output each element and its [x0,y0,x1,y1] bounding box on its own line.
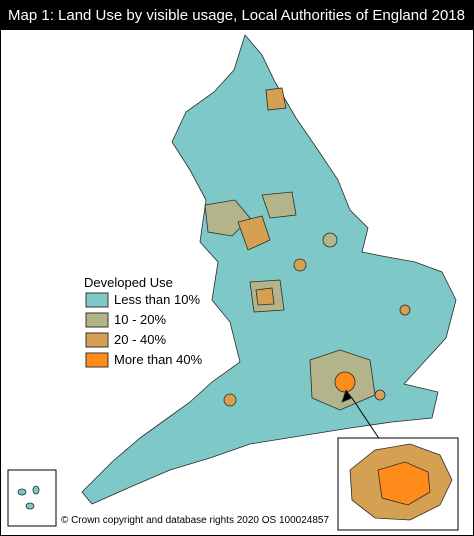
legend-swatch [85,312,109,328]
legend-label: 10 - 20% [114,312,166,327]
england-map [81,34,457,505]
pointer [351,397,381,441]
legend-label: Less than 10% [114,292,200,307]
region [265,87,287,111]
region [322,232,338,248]
legend: Developed Use Less than 10% 10 - 20% 20 - … [84,275,203,368]
london-inner [377,461,431,506]
legend-label: 20 - 40% [114,332,166,347]
region [374,389,386,401]
legend-swatch [85,352,109,368]
legend-title: Developed Use [84,275,173,290]
region [334,371,356,393]
island [32,485,40,495]
inset-frame [7,469,57,527]
region [293,258,307,272]
island [17,488,27,496]
scilly-inset [7,469,57,527]
region [223,393,237,407]
map-title: Map 1: Land Use by visible usage, Local … [8,7,465,24]
london-marker [341,389,353,403]
legend-label: More than 40% [114,352,203,367]
title-bar [0,0,474,30]
region [237,215,271,251]
legend-swatch [85,292,109,308]
region [261,191,297,219]
island [25,502,35,510]
credit: © Crown copyright and database rights 20… [61,515,330,526]
london-inset [337,437,459,531]
region [255,287,275,306]
legend-swatch [85,332,109,348]
region [399,304,411,316]
